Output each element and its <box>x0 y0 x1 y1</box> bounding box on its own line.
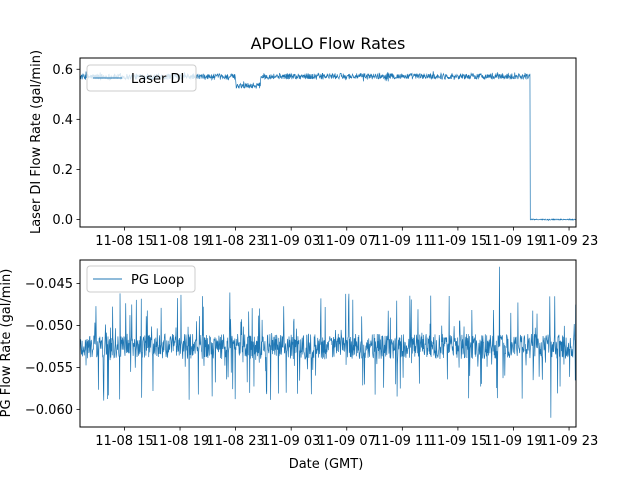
x-tick-label: 11-09 19 <box>484 434 542 449</box>
x-tick-label: 11-08 19 <box>151 234 209 249</box>
x-tick-label: 11-09 19 <box>484 234 542 249</box>
x-tick-label: 11-09 03 <box>262 234 320 249</box>
x-tick-label: 11-08 15 <box>95 434 153 449</box>
x-tick-label: 11-08 23 <box>206 434 264 449</box>
x-tick-label: 11-09 07 <box>318 434 376 449</box>
legend-label-laser-di: Laser DI <box>131 72 184 87</box>
legend-laser-di: Laser DI <box>86 64 197 92</box>
y-tick-label: −0.055 <box>25 361 73 376</box>
x-tick-label: 11-09 15 <box>429 434 487 449</box>
x-tick-label: 11-09 11 <box>373 434 431 449</box>
x-tick-label: 11-09 07 <box>318 234 376 249</box>
x-axis-label: Date (GMT) <box>289 457 364 472</box>
x-tick-label: 11-08 15 <box>95 234 153 249</box>
pg-loop-plot-frame <box>79 259 577 428</box>
chart-title: APOLLO Flow Rates <box>251 34 406 53</box>
y-tick-label: −0.045 <box>25 277 73 292</box>
x-tick-label: 11-08 23 <box>206 234 264 249</box>
legend-box <box>86 64 197 92</box>
laser-di-plot-frame <box>79 57 577 228</box>
x-tick-label: 11-09 11 <box>373 234 431 249</box>
x-tick-label: 11-09 23 <box>540 434 598 449</box>
y-axis-label-laser-di: Laser DI Flow Rate (gal/min) <box>29 50 44 234</box>
y-axis-label-pg-loop: PG Flow Rate (gal/min) <box>0 269 14 418</box>
y-tick-label: 0.4 <box>52 113 73 128</box>
y-tick-label: 0.0 <box>52 213 73 228</box>
legend-pg-loop: PG Loop <box>86 265 196 293</box>
series-line-pg-loop <box>80 266 576 418</box>
y-tick-label: 0.2 <box>52 163 73 178</box>
legend-box <box>86 265 196 293</box>
legend-label-pg-loop: PG Loop <box>131 273 184 288</box>
y-tick-label: −0.060 <box>25 403 73 418</box>
y-tick-label: −0.050 <box>25 319 73 334</box>
x-tick-label: 11-09 03 <box>262 434 320 449</box>
x-tick-label: 11-09 15 <box>429 234 487 249</box>
x-tick-label: 11-08 19 <box>151 434 209 449</box>
x-tick-label: 11-09 23 <box>540 234 598 249</box>
y-tick-label: 0.6 <box>52 63 73 78</box>
